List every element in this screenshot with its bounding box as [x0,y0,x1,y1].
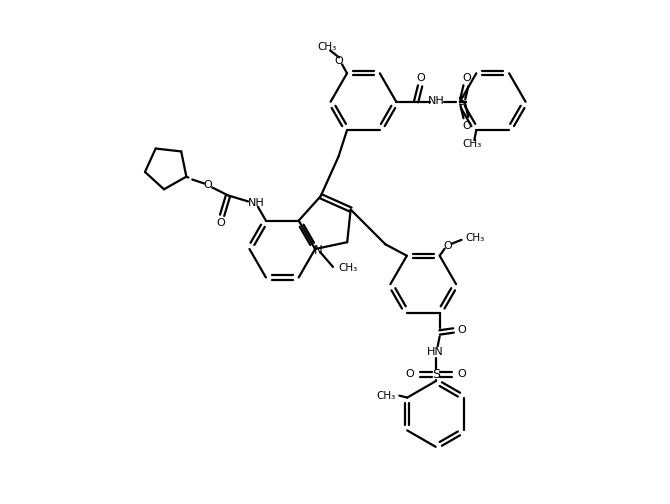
Text: N: N [314,243,322,257]
Text: NH: NH [247,199,264,208]
Text: O: O [405,369,414,379]
Text: O: O [217,218,226,228]
Text: O: O [462,120,471,131]
Text: CH₃: CH₃ [338,263,357,273]
Text: O: O [204,180,212,191]
Text: O: O [335,56,344,67]
Text: CH₃: CH₃ [376,391,395,401]
Text: NH: NH [427,96,444,106]
Text: O: O [417,73,425,83]
Text: O: O [457,326,466,336]
Text: CH₃: CH₃ [466,233,485,243]
Text: O: O [462,73,471,83]
Text: S: S [431,368,440,381]
Text: S: S [457,95,465,108]
Text: O: O [457,369,466,379]
Text: HN: HN [427,347,444,357]
Text: CH₃: CH₃ [463,139,482,149]
Text: CH₃: CH₃ [318,42,337,52]
Text: O: O [444,241,452,251]
